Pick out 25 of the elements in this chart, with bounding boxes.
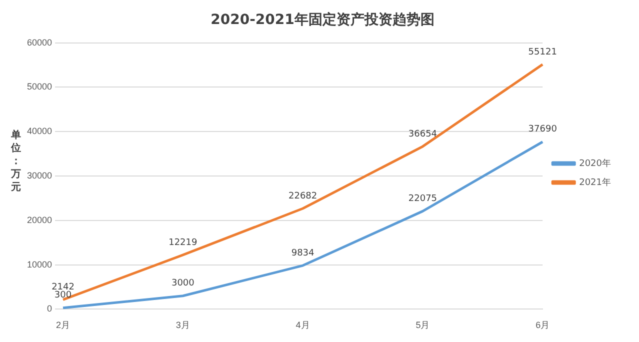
- x-tick-label: 6月: [536, 320, 550, 330]
- y-tick-label: 40000: [26, 126, 52, 136]
- legend-label: 2021年: [579, 176, 611, 188]
- x-tick-label: 5月: [416, 320, 430, 330]
- data-label: 36654: [408, 129, 438, 140]
- data-label: 9834: [291, 248, 315, 258]
- data-label: 300: [54, 290, 72, 301]
- x-tick-label: 2月: [56, 320, 70, 330]
- y-tick-label: 20000: [26, 214, 52, 225]
- x-tick-label: 3月: [176, 320, 190, 330]
- legend-label: 2020年: [579, 158, 611, 169]
- y-tick-label: 50000: [26, 82, 52, 92]
- x-tick-label: 4月: [296, 320, 310, 330]
- y-tick-label: 0: [47, 304, 52, 314]
- y-tick-label: 10000: [26, 259, 52, 270]
- data-label: 22075: [408, 194, 438, 204]
- data-label: 37690: [528, 124, 558, 135]
- data-label: 22682: [288, 191, 318, 202]
- chart-title: 2020-2021年固定资产投资趋势图: [210, 11, 434, 28]
- data-label: 3000: [171, 278, 195, 289]
- y-tick-label: 30000: [26, 170, 52, 180]
- data-label: 55121: [528, 47, 557, 58]
- y-axis-title: 单位：万元: [10, 128, 22, 194]
- y-tick-label: 60000: [26, 37, 52, 48]
- data-label: 12219: [168, 238, 198, 248]
